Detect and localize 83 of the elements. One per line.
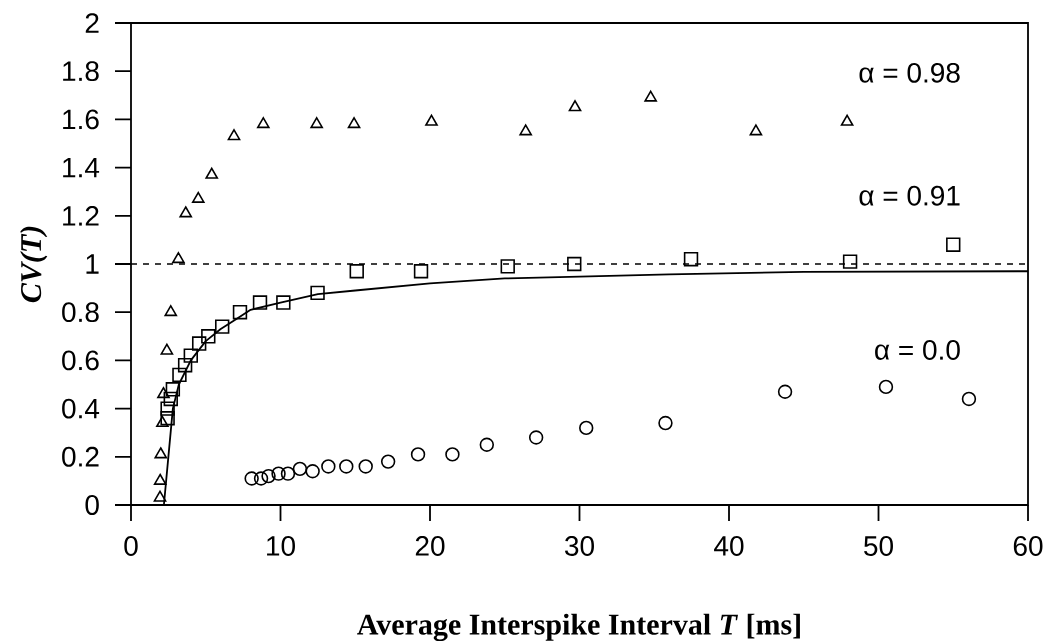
point: [410, 447, 426, 462]
y-tick-label: 1.2: [63, 206, 99, 226]
point: [160, 411, 175, 426]
point: [445, 447, 460, 462]
x-tick-label: 10: [267, 536, 295, 556]
point: [579, 420, 594, 436]
series-label: α = 0.0: [875, 340, 960, 360]
y-axis-title: CV(T): [20, 226, 48, 303]
point: [177, 358, 193, 373]
point: [321, 459, 336, 474]
point: [191, 191, 205, 203]
point: [172, 367, 187, 383]
point: [191, 336, 207, 351]
y-tick-label: 1: [86, 254, 99, 274]
point: [519, 124, 533, 136]
point: [683, 251, 699, 267]
point: [253, 471, 269, 486]
point: [349, 264, 364, 279]
point: [946, 237, 961, 252]
point: [749, 124, 763, 136]
y-tick-label: 0.2: [62, 446, 99, 467]
point: [840, 114, 854, 126]
point: [154, 447, 168, 459]
point: [232, 305, 248, 320]
point: [347, 117, 361, 129]
point: [339, 459, 354, 474]
y-tick-label: 0.6: [62, 350, 99, 371]
point: [292, 461, 308, 477]
point: [878, 379, 894, 395]
point: [160, 343, 174, 355]
point: [215, 319, 230, 334]
x-tick-label: 20: [415, 536, 445, 556]
point: [153, 490, 167, 502]
point: [280, 466, 296, 481]
point: [256, 117, 270, 129]
point: [425, 114, 438, 126]
point: [658, 415, 673, 431]
point: [961, 391, 977, 407]
y-tick-label: 2: [85, 13, 99, 33]
point: [201, 329, 216, 344]
point: [276, 295, 291, 310]
point: [567, 256, 582, 272]
point: [310, 117, 324, 129]
point: [153, 473, 167, 485]
point: [500, 259, 515, 274]
point: [183, 348, 198, 363]
point: [358, 459, 373, 474]
y-tick-label: 1.8: [63, 61, 99, 82]
point: [244, 471, 259, 486]
x-tick-label: 30: [565, 536, 594, 556]
point: [310, 285, 325, 301]
point: [227, 129, 241, 141]
x-tick-label: 0: [124, 536, 138, 556]
x-tick-label: 50: [864, 536, 893, 556]
series-label: α = 0.98: [859, 62, 960, 83]
point: [205, 167, 219, 179]
y-tick-label: 1.6: [63, 109, 99, 130]
y-tick-label: 0.4: [62, 398, 100, 419]
point: [777, 384, 793, 399]
point: [164, 305, 178, 317]
point: [163, 391, 178, 407]
point: [271, 466, 286, 481]
point: [305, 464, 320, 479]
y-tick-label: 1.4: [63, 157, 100, 178]
point: [479, 437, 495, 452]
point: [380, 454, 396, 469]
point: [413, 264, 429, 279]
point: [179, 206, 193, 218]
point: [165, 382, 181, 397]
point: [842, 254, 858, 269]
point: [644, 90, 658, 102]
point: [261, 468, 276, 484]
point: [172, 251, 185, 264]
point: [568, 100, 582, 112]
series-label: α = 0.91: [859, 185, 960, 206]
y-tick-label: 0: [85, 495, 99, 515]
point: [252, 295, 268, 310]
x-tick-label: 40: [714, 536, 744, 556]
point: [528, 430, 544, 445]
point: [157, 386, 170, 399]
x-axis-title: Average Interspike Interval T [ms]: [357, 613, 800, 642]
x-tick-label: 60: [1013, 536, 1043, 556]
y-tick-label: 0.8: [62, 302, 99, 323]
